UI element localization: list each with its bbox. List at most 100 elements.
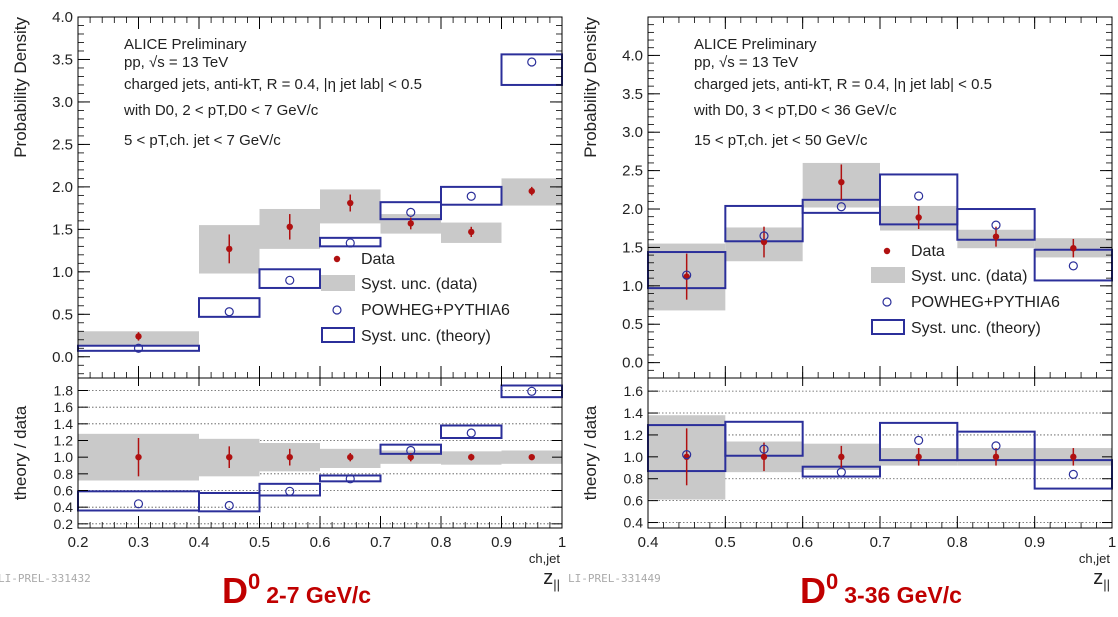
data-point	[135, 333, 142, 340]
ratio-data-point	[992, 453, 1000, 461]
ratio-data-point	[1070, 453, 1077, 461]
ratio-y-tick-label: 1.4	[54, 416, 74, 432]
ratio-theory-point	[991, 441, 1001, 451]
ratio-theory-point	[914, 435, 924, 446]
x-tick-label: 1	[558, 534, 566, 551]
ratio-y-tick-label: 0.6	[54, 483, 74, 499]
theory-point	[285, 275, 295, 285]
legend-theory-label: POWHEG+PYTHIA6	[911, 294, 1060, 311]
annotation-system: pp, √s = 13 TeV	[124, 54, 228, 71]
legend-syst-data-label: Syst. unc. (data)	[361, 276, 478, 293]
legend-syst-data-swatch	[321, 275, 355, 291]
ratio-theory-point	[224, 500, 234, 511]
y-tick-label: 1.0	[52, 264, 73, 281]
theory-syst-box	[258, 268, 321, 289]
theory-point	[1068, 261, 1078, 271]
footer-label: D03-36 GeV/c	[800, 569, 962, 611]
legend-data-marker	[333, 255, 341, 263]
annotation-d0-range: with D0, 3 < pT,D0 < 36 GeV/c	[693, 102, 897, 119]
x-axis-title: z||	[1093, 567, 1110, 592]
ratio-y-tick-label: 0.6	[624, 493, 644, 509]
ratio-y-tick-label: 1.0	[54, 449, 74, 465]
data-point	[407, 220, 414, 227]
ratio-theory-syst-box	[258, 482, 321, 497]
theory-point	[345, 238, 355, 248]
ratio-data-point	[468, 453, 475, 461]
ratio-theory-point	[759, 444, 769, 454]
ratio-data-point	[286, 453, 293, 461]
y-tick-label: 4.0	[622, 47, 643, 64]
data-point	[760, 238, 768, 246]
legend-theory-marker	[332, 305, 342, 315]
preprint-id: LI-PREL-331449	[568, 572, 661, 585]
data-point	[347, 199, 354, 207]
theory-point	[914, 191, 924, 201]
data-point	[992, 233, 1000, 240]
data-point	[528, 187, 535, 195]
x-tick-label: 1	[1108, 534, 1116, 551]
legend-syst-theory-label: Syst. unc. (theory)	[911, 320, 1041, 337]
ratio-y-axis-title: theory / data	[11, 405, 30, 500]
ratio-data-point	[226, 453, 233, 461]
y-tick-label: 2.5	[52, 136, 73, 153]
ratio-data-point	[915, 453, 922, 461]
theory-syst-box	[77, 344, 200, 352]
x-tick-label: 0.7	[370, 534, 391, 551]
ratio-theory-point	[345, 474, 355, 484]
theory-point	[224, 307, 234, 317]
theory-point	[759, 231, 769, 241]
ratio-y-tick-label: 1.2	[54, 433, 74, 449]
ratio-data-point	[135, 453, 142, 461]
ratio-theory-syst-box	[198, 492, 261, 513]
data-point	[838, 178, 845, 186]
theory-syst-box	[500, 53, 563, 86]
chart-panel-2: 0.4 0.5 0.6 0.7 0.8 0.9 1 0.0 0.5 1.0 1.5 2.0 2.5 3.0…	[568, 16, 1116, 611]
data-point	[915, 214, 922, 221]
data-point	[468, 228, 475, 236]
ratio-theory-syst-box	[319, 474, 382, 483]
legend-theory-marker	[882, 297, 892, 307]
y-tick-label: 0.0	[622, 355, 643, 372]
annotation-jets: charged jets, anti-kT, R = 0.4, |η jet l…	[124, 76, 422, 93]
y-tick-label: 4.0	[52, 9, 73, 26]
theory-syst-box	[198, 297, 261, 318]
theory-point	[836, 202, 846, 212]
ratio-theory-point	[836, 467, 846, 477]
y-tick-label: 3.5	[52, 51, 73, 68]
data-point	[226, 245, 233, 253]
ratio-theory-syst-box	[440, 424, 503, 439]
y-tick-label: 1.0	[622, 278, 643, 295]
data-point	[1070, 244, 1077, 252]
chart-panel-1: 0.2 0.3 0.4 0.5 0.6 0.7 0.8 0.9 1 0.0 0.5 1.0 1.5 2.0…	[0, 9, 566, 611]
x-axis-title: z||	[543, 567, 560, 592]
theory-point	[682, 270, 692, 280]
annotation-d0-range: with D0, 2 < pT,D0 < 7 GeV/c	[123, 102, 319, 119]
legend-syst-theory-label: Syst. unc. (theory)	[361, 328, 491, 345]
ratio-data-point	[347, 453, 354, 461]
legend-syst-data-swatch	[871, 267, 905, 283]
ratio-theory-point	[527, 386, 537, 396]
x-axis-title-superscript: ch,jet	[1079, 551, 1110, 566]
annotation-jet-range: 5 < pT,ch. jet < 7 GeV/c	[124, 132, 281, 149]
ratio-y-tick-label: 0.4	[624, 515, 644, 531]
legend-syst-theory-swatch	[871, 319, 905, 335]
ratio-y-tick-label: 1.2	[624, 427, 644, 443]
ratio-theory-point	[682, 450, 692, 460]
ratio-y-tick-label: 0.4	[54, 499, 74, 515]
theory-syst-box	[319, 236, 382, 248]
ratio-theory-point	[285, 486, 295, 496]
data-point	[683, 273, 690, 280]
theory-point	[991, 220, 1001, 230]
ratio-data-point	[760, 453, 768, 461]
x-tick-label: 0.4	[189, 534, 210, 551]
ratio-y-tick-label: 0.8	[54, 466, 74, 482]
ratio-y-tick-label: 0.2	[54, 516, 74, 532]
y-tick-label: 3.0	[622, 124, 643, 141]
x-tick-label: 0.4	[638, 534, 659, 551]
x-tick-label: 0.8	[947, 534, 968, 551]
theory-point	[466, 191, 476, 201]
ratio-theory-point	[466, 428, 476, 438]
legend-theory-label: POWHEG+PYTHIA6	[361, 302, 510, 319]
x-tick-label: 0.9	[491, 534, 512, 551]
